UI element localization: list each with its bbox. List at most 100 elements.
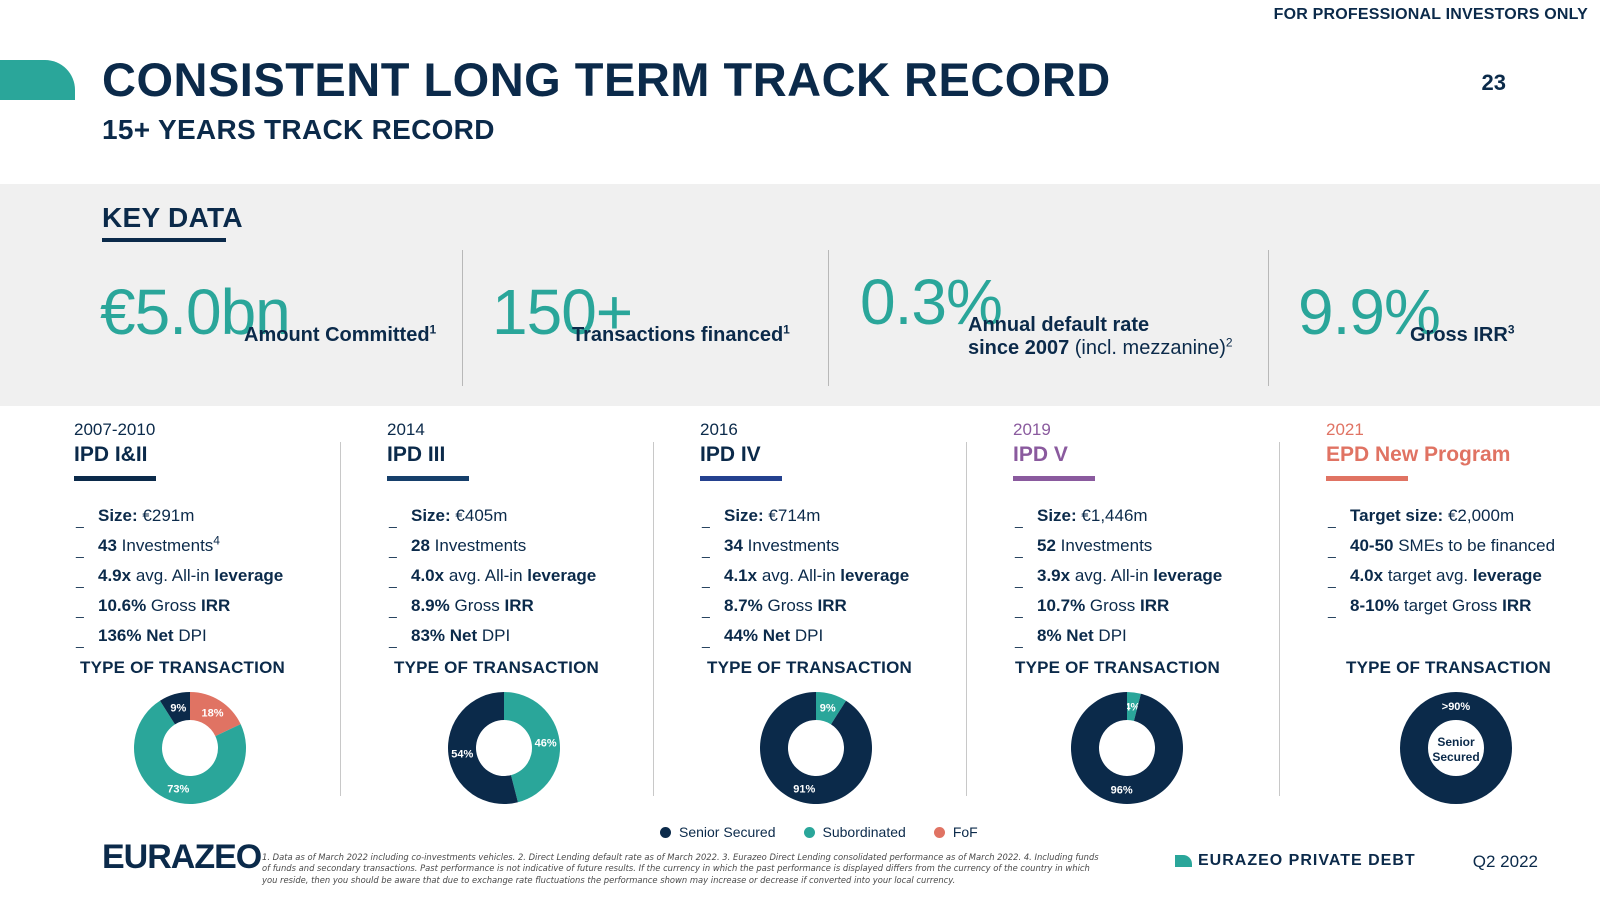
- transaction-donut-chart: 9% 91%: [760, 692, 872, 804]
- type-of-transaction-title: TYPE OF TRANSACTION: [707, 658, 912, 677]
- kpi-transactions-label: Transactions financed1: [572, 322, 790, 346]
- legend-item-fof: FoF: [933, 824, 978, 840]
- column-divider: [966, 442, 967, 796]
- page-number: 23: [1481, 70, 1506, 95]
- fund-fact: _ 10.7% Gross IRR: [1015, 591, 1293, 621]
- fund-fact: _ 83% Net DPI: [389, 621, 667, 651]
- bullet-dash-icon: _: [389, 541, 397, 558]
- bullet-dash-icon: _: [1015, 631, 1023, 648]
- professional-investors-disclaimer: FOR PROFESSIONAL INVESTORS ONLY: [1273, 6, 1588, 23]
- fund-fact: _ 40-50 SMEs to be financed: [1328, 531, 1600, 561]
- donut-slice-subordinated: [816, 692, 847, 725]
- fund-column: 2019 IPD V _ Size: €1,446m _ 52 Investments _ 3…: [1013, 420, 1293, 810]
- fund-fact: _ Size: €1,446m: [1015, 501, 1293, 531]
- kpi-amount-committed-label: Amount Committed1: [244, 322, 437, 346]
- eurazeo-logo: EURAZEO: [102, 838, 262, 876]
- type-of-transaction-title: TYPE OF TRANSACTION: [394, 658, 599, 677]
- fund-year: 2016: [700, 420, 738, 439]
- donut-center-label: Secured: [1432, 750, 1479, 764]
- transaction-donut-chart: 18% 73% 9%: [134, 692, 246, 804]
- bullet-dash-icon: _: [389, 631, 397, 648]
- fund-fact: _ Size: €291m: [76, 501, 354, 531]
- page-title: CONSISTENT LONG TERM TRACK RECORD: [102, 53, 1111, 106]
- fund-underline: [1013, 475, 1095, 481]
- key-data-underline: [102, 238, 226, 242]
- fund-fact: _ 52 Investments: [1015, 531, 1293, 561]
- kpi-gross-irr-label: Gross IRR3: [1410, 322, 1515, 346]
- footnote: 1. Data as of March 2022 including co-in…: [262, 852, 1099, 885]
- title-accent-shape: [0, 60, 75, 100]
- donut-slice-label: 9%: [820, 703, 836, 715]
- transaction-donut-chart: 4% 96%: [1071, 692, 1183, 804]
- bullet-dash-icon: _: [702, 601, 710, 618]
- bullet-dash-icon: _: [76, 571, 84, 588]
- fund-fact: _ 44% Net DPI: [702, 621, 980, 651]
- donut-slice-senior-secured: [1400, 692, 1512, 804]
- fund-fact: _ 4.0x avg. All-in leverage: [389, 561, 667, 591]
- fund-fact: _ 4.0x target avg. leverage: [1328, 561, 1600, 591]
- bullet-dash-icon: _: [76, 541, 84, 558]
- donut-slice-label: 54%: [451, 748, 473, 760]
- kpi-transactions-value: 150+: [492, 276, 633, 348]
- bullet-dash-icon: _: [702, 571, 710, 588]
- fund-column: 2016 IPD IV _ Size: €714m _ 34 Investments _ 4.…: [700, 420, 980, 810]
- fund-year: 2021: [1326, 420, 1364, 439]
- donut-slice-senior-secured: [448, 692, 518, 804]
- fund-underline: [1326, 475, 1408, 481]
- bullet-dash-icon: _: [389, 571, 397, 588]
- bullet-dash-icon: _: [1015, 511, 1023, 528]
- fund-underline: [700, 475, 782, 481]
- bullet-dash-icon: _: [389, 601, 397, 618]
- fund-column: 2014 IPD III _ Size: €405m _ 28 Investments _ 4…: [387, 420, 667, 810]
- fund-fact: _ 4.9x avg. All-in leverage: [76, 561, 354, 591]
- column-divider: [340, 442, 341, 796]
- kpi-gross-irr-value: 9.9%: [1298, 276, 1441, 348]
- fund-fact: _ 8.9% Gross IRR: [389, 591, 667, 621]
- period-label: Q2 2022: [1472, 852, 1538, 871]
- kpi-divider: [1268, 250, 1269, 386]
- bullet-dash-icon: _: [1015, 541, 1023, 558]
- donut-slice-senior-secured: [1071, 692, 1183, 804]
- fund-fact: _ Target size: €2,000m: [1328, 501, 1600, 531]
- fund-fact: _ 43 Investments4: [76, 531, 354, 561]
- bullet-dash-icon: _: [1328, 601, 1336, 618]
- kpi-divider: [828, 250, 829, 386]
- donut-slice-label: 4%: [1124, 701, 1140, 713]
- kpi-default-rate-value: 0.3%: [860, 266, 1003, 338]
- donut-slice-subordinated: [504, 692, 561, 803]
- fund-name: IPD IV: [700, 443, 761, 467]
- fund-fact: _ 3.9x avg. All-in leverage: [1015, 561, 1293, 591]
- key-data-band: [0, 184, 1600, 406]
- bullet-dash-icon: _: [702, 631, 710, 648]
- donut-slice-label: 9%: [170, 703, 186, 715]
- legend-swatch: [660, 826, 671, 838]
- fund-fact: _ 8-10% target Gross IRR: [1328, 591, 1600, 621]
- fund-facts-list: _ Target size: €2,000m _ 40-50 SMEs to be f…: [1328, 501, 1600, 621]
- donut-slice-subordinated: [1127, 692, 1141, 721]
- fund-facts-list: _ Size: €1,446m _ 52 Investments _ 3.9x avg. …: [1015, 501, 1293, 651]
- fund-name: IPD V: [1013, 443, 1068, 467]
- fund-name: IPD I&II: [74, 443, 148, 467]
- donut-slice-label: 73%: [167, 783, 189, 795]
- fund-fact: _ 28 Investments: [389, 531, 667, 561]
- fund-fact: _ Size: €405m: [389, 501, 667, 531]
- donut-slice-fof: [190, 692, 241, 737]
- fund-underline: [74, 475, 156, 481]
- bullet-dash-icon: _: [76, 601, 84, 618]
- brand-mark-icon: [1175, 855, 1192, 867]
- column-divider: [1279, 442, 1280, 796]
- fund-year: 2007-2010: [74, 420, 156, 439]
- bullet-dash-icon: _: [76, 511, 84, 528]
- eurazeo-private-debt-brand: EURAZEO PRIVATE DEBT: [1175, 852, 1416, 870]
- donut-slice-label: 96%: [1111, 785, 1133, 797]
- fund-fact: _ 34 Investments: [702, 531, 980, 561]
- type-of-transaction-title: TYPE OF TRANSACTION: [1346, 658, 1551, 677]
- donut-slice-senior-secured: [760, 692, 872, 804]
- kpi-divider: [462, 250, 463, 386]
- type-of-transaction-title: TYPE OF TRANSACTION: [1015, 658, 1220, 677]
- fund-fact: _ Size: €714m: [702, 501, 980, 531]
- legend-item-senior-secured: Senior Secured: [660, 824, 776, 840]
- fund-year: 2019: [1013, 420, 1051, 439]
- fund-fact: _ 136% Net DPI: [76, 621, 354, 651]
- donut-center-label: Senior: [1437, 735, 1475, 749]
